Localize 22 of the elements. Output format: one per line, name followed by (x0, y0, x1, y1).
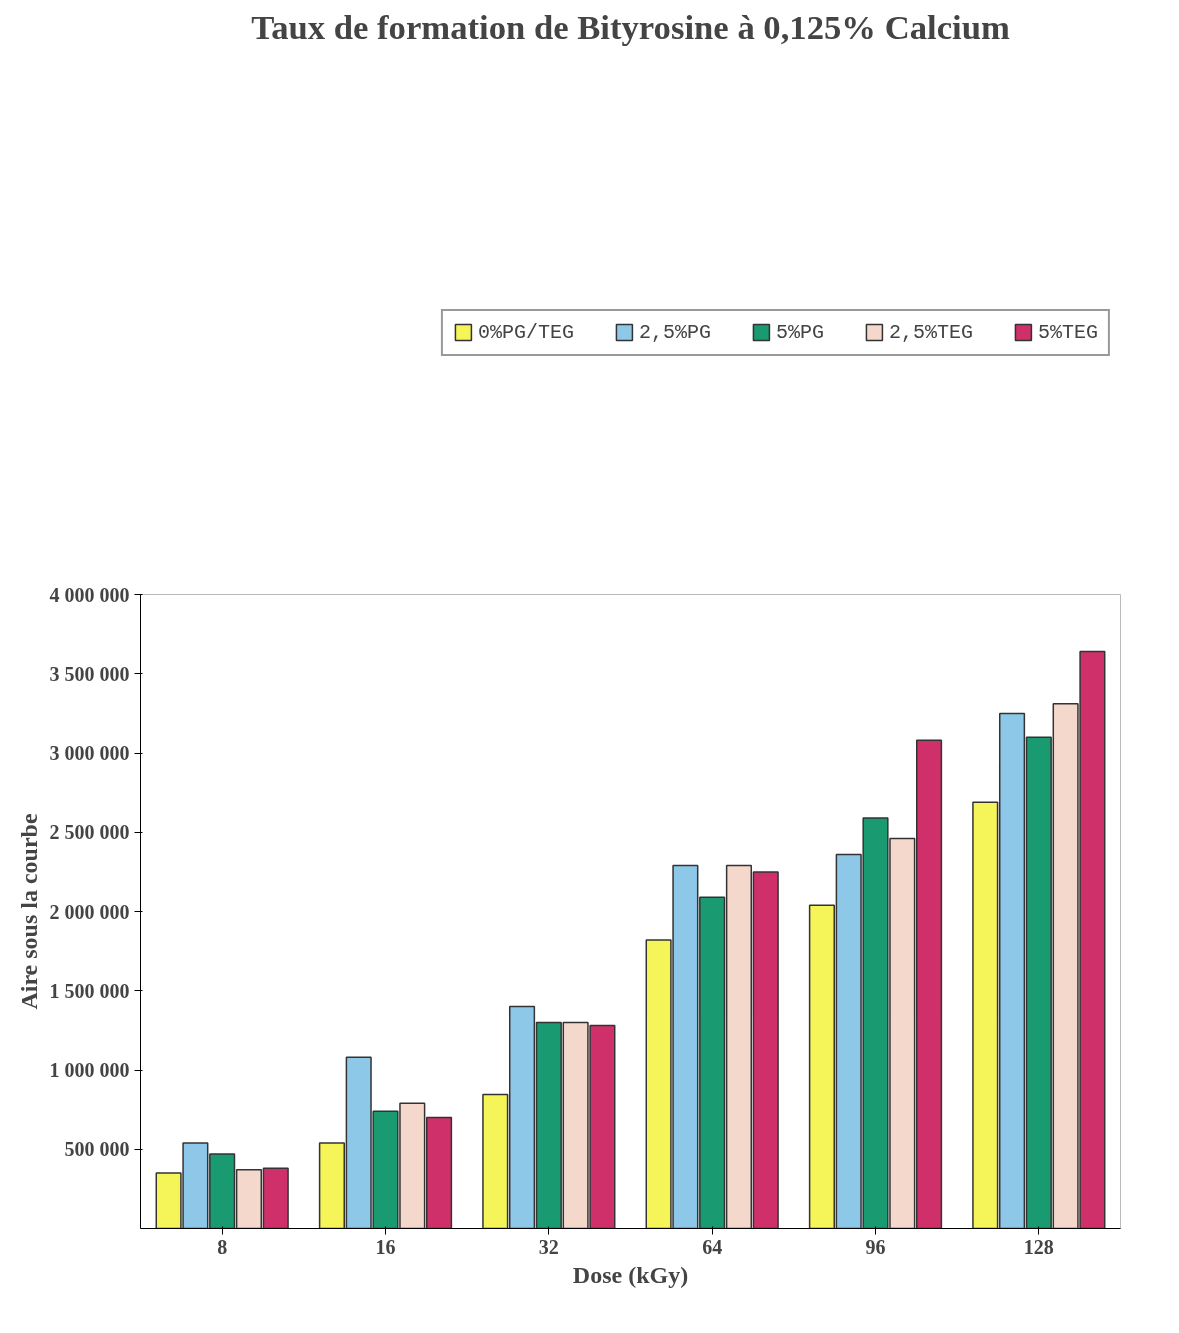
chart-title: Taux de formation de Bityrosine à 0,125% Calcium (251, 7, 1010, 46)
y-tick-label: 500 000 (64, 1138, 130, 1161)
legend-label: 2,5%TEG (888, 320, 973, 344)
y-tick-label: 3 000 000 (49, 742, 130, 764)
x-axis-title: Dose (kGy) (572, 1261, 689, 1288)
x-tick-label: 64 (702, 1235, 723, 1258)
y-tick-label: 2 500 000 (49, 821, 130, 844)
x-tick-label: 96 (865, 1235, 886, 1258)
legend-label: 2,5%PG (638, 320, 711, 344)
y-tick-label: 3 500 000 (49, 662, 130, 685)
x-tick-label: 16 (375, 1235, 396, 1258)
y-tick-label: 1 500 000 (49, 979, 130, 1002)
y-tick-label: 4 000 000 (49, 583, 130, 606)
legend-label: 5%TEG (1037, 320, 1098, 344)
y-tick-label: 1 000 000 (49, 1059, 130, 1081)
y-tick-label: 2 000 000 (49, 900, 130, 923)
y-axis-title: Aire sous la courbe (15, 813, 42, 1010)
legend-label: 5%PG (775, 320, 824, 344)
legend-label: 0%PG/TEG (477, 320, 574, 344)
x-tick-label: 8 (217, 1235, 228, 1258)
x-tick-label: 128 (1023, 1235, 1054, 1258)
x-tick-label: 32 (538, 1235, 559, 1258)
